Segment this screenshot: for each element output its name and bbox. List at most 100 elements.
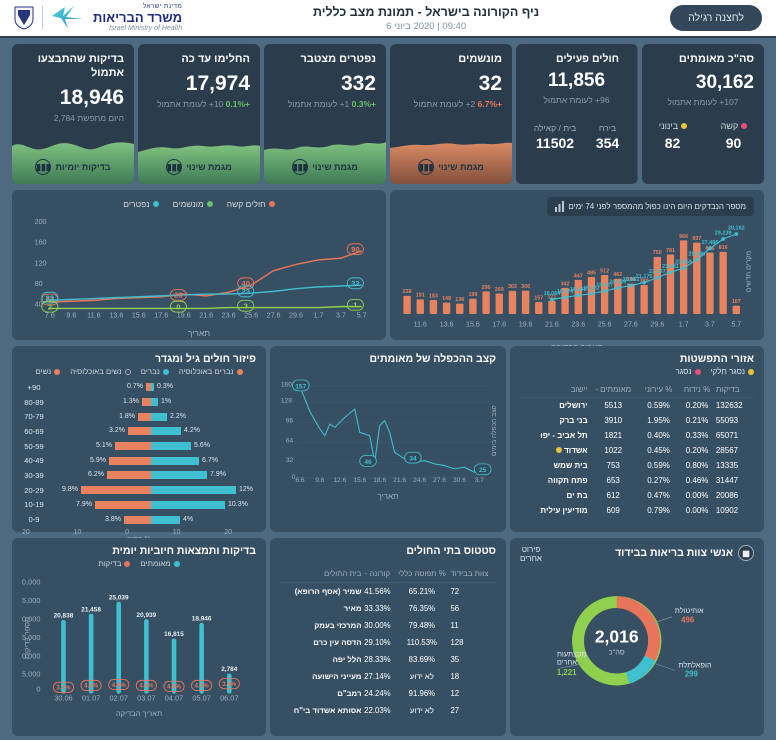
svg-text:25: 25 bbox=[479, 467, 487, 474]
svg-text:136: 136 bbox=[455, 297, 464, 303]
svg-text:15.6: 15.6 bbox=[353, 477, 366, 484]
svg-text:120: 120 bbox=[35, 259, 47, 267]
svg-text:4.8%: 4.8% bbox=[167, 684, 182, 691]
svg-text:750: 750 bbox=[653, 250, 662, 256]
svg-text:80: 80 bbox=[35, 280, 43, 288]
svg-text:0: 0 bbox=[36, 684, 40, 693]
svg-text:2: 2 bbox=[48, 302, 52, 311]
svg-text:183: 183 bbox=[429, 293, 438, 299]
svg-text:06.07: 06.07 bbox=[220, 694, 238, 703]
svg-text:1.7: 1.7 bbox=[314, 311, 324, 319]
svg-text:11.6: 11.6 bbox=[414, 320, 427, 328]
svg-text:462: 462 bbox=[613, 272, 622, 278]
svg-text:200: 200 bbox=[35, 218, 47, 226]
svg-text:966: 966 bbox=[679, 234, 688, 240]
svg-text:הופאלתלת: הופאלתלת bbox=[678, 660, 711, 669]
svg-text:46: 46 bbox=[364, 459, 372, 466]
svg-text:21.6: 21.6 bbox=[199, 311, 213, 319]
svg-text:9.6: 9.6 bbox=[315, 477, 325, 484]
svg-text:מספר בדיקות: מספר בדיקות bbox=[22, 617, 31, 659]
svg-text:816: 816 bbox=[719, 245, 728, 251]
svg-text:303: 303 bbox=[508, 284, 517, 290]
svg-text:90: 90 bbox=[351, 245, 359, 254]
svg-text:25.6: 25.6 bbox=[598, 320, 612, 328]
svg-text:5.7: 5.7 bbox=[731, 320, 741, 328]
svg-text:29: 29 bbox=[174, 291, 182, 300]
svg-text:25,039: 25,039 bbox=[109, 594, 129, 601]
svg-text:238: 238 bbox=[403, 289, 412, 295]
svg-text:23.6: 23.6 bbox=[222, 311, 236, 319]
svg-text:23,859: 23,859 bbox=[675, 260, 692, 266]
svg-text:01.07: 01.07 bbox=[82, 694, 100, 703]
svg-text:3.7: 3.7 bbox=[705, 320, 715, 328]
svg-text:1.7: 1.7 bbox=[679, 320, 689, 328]
svg-text:306: 306 bbox=[521, 284, 530, 290]
svg-text:03.07: 03.07 bbox=[137, 694, 155, 703]
svg-text:2,784: 2,784 bbox=[221, 666, 238, 673]
svg-text:3.7: 3.7 bbox=[475, 477, 485, 484]
svg-text:27,486: 27,486 bbox=[702, 240, 719, 246]
svg-text:13.6: 13.6 bbox=[440, 320, 454, 328]
svg-text:3.8%: 3.8% bbox=[222, 681, 237, 688]
svg-text:1: 1 bbox=[353, 301, 358, 310]
svg-text:25.6: 25.6 bbox=[244, 311, 258, 319]
svg-text:23: 23 bbox=[241, 287, 249, 296]
svg-text:5.7: 5.7 bbox=[357, 311, 367, 319]
svg-text:342: 342 bbox=[561, 281, 570, 287]
svg-text:0: 0 bbox=[176, 302, 180, 311]
svg-text:937: 937 bbox=[692, 236, 701, 242]
svg-text:04.07: 04.07 bbox=[165, 694, 183, 703]
svg-text:6.6: 6.6 bbox=[295, 477, 305, 484]
svg-text:22,107: 22,107 bbox=[649, 269, 666, 275]
svg-text:24.6: 24.6 bbox=[413, 477, 426, 484]
svg-text:2,016: 2,016 bbox=[595, 627, 639, 647]
svg-text:5,000: 5,000 bbox=[22, 670, 40, 679]
svg-text:20,939: 20,939 bbox=[137, 612, 157, 619]
svg-text:27.6: 27.6 bbox=[267, 311, 281, 319]
svg-text:3.7: 3.7 bbox=[336, 311, 346, 319]
svg-text:02.07: 02.07 bbox=[110, 694, 128, 703]
svg-text:7.6: 7.6 bbox=[45, 311, 55, 319]
svg-text:21.6: 21.6 bbox=[393, 477, 406, 484]
svg-text:107: 107 bbox=[732, 299, 741, 305]
svg-text:18.6: 18.6 bbox=[373, 477, 386, 484]
svg-text:32: 32 bbox=[351, 279, 359, 288]
svg-text:12.6: 12.6 bbox=[333, 477, 346, 484]
svg-text:29.6: 29.6 bbox=[289, 311, 303, 319]
svg-text:485: 485 bbox=[587, 270, 596, 276]
svg-text:13.6: 13.6 bbox=[109, 311, 123, 319]
svg-text:25,390: 25,390 bbox=[688, 251, 705, 257]
svg-text:32: 32 bbox=[286, 457, 294, 464]
svg-text:1,221: 1,221 bbox=[557, 668, 577, 677]
svg-text:17.6: 17.6 bbox=[492, 320, 506, 328]
svg-text:18,946: 18,946 bbox=[192, 615, 212, 622]
svg-text:11.6: 11.6 bbox=[87, 311, 100, 319]
svg-text:781: 781 bbox=[666, 248, 675, 254]
svg-text:512: 512 bbox=[600, 268, 609, 274]
svg-text:29.6: 29.6 bbox=[650, 320, 664, 328]
svg-text:20,838: 20,838 bbox=[54, 613, 74, 620]
svg-text:160: 160 bbox=[281, 382, 292, 389]
svg-text:128: 128 bbox=[281, 397, 292, 404]
svg-text:25,000: 25,000 bbox=[22, 596, 40, 605]
svg-text:3: 3 bbox=[244, 301, 248, 310]
svg-text:30.06: 30.06 bbox=[54, 694, 72, 703]
svg-text:4.5%: 4.5% bbox=[139, 683, 154, 690]
svg-text:269: 269 bbox=[495, 287, 504, 293]
svg-text:64: 64 bbox=[286, 437, 294, 444]
svg-text:9.6: 9.6 bbox=[66, 311, 76, 319]
svg-text:קצב הכפלה בימים: קצב הכפלה בימים bbox=[490, 405, 496, 456]
svg-text:4.5%: 4.5% bbox=[84, 683, 99, 690]
svg-text:27.6: 27.6 bbox=[433, 477, 446, 484]
svg-text:199: 199 bbox=[468, 292, 477, 298]
svg-text:191: 191 bbox=[416, 293, 425, 299]
svg-text:אוחיטולת: אוחיטולת bbox=[675, 606, 704, 615]
svg-text:157: 157 bbox=[295, 383, 306, 390]
svg-text:21.6: 21.6 bbox=[545, 320, 559, 328]
svg-text:05.07: 05.07 bbox=[192, 694, 210, 703]
svg-text:15.6: 15.6 bbox=[466, 320, 480, 328]
svg-text:סה"כ: סה"כ bbox=[609, 648, 625, 657]
svg-text:מקרים חדשים: מקרים חדשים bbox=[744, 251, 752, 293]
svg-text:157: 157 bbox=[534, 295, 543, 301]
svg-text:96: 96 bbox=[286, 417, 294, 424]
